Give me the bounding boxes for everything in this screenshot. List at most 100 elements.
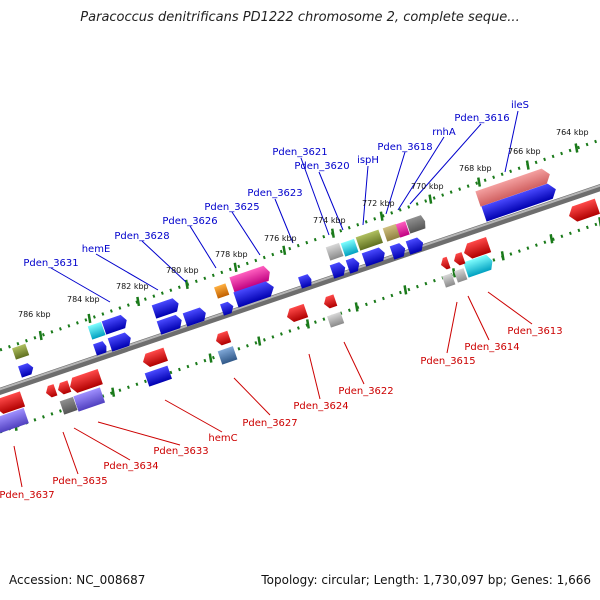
kbp-label: 774 kbp [313, 216, 346, 225]
gene-label-hemC[interactable]: hemC [208, 433, 237, 444]
gene-arrow[interactable] [87, 321, 106, 340]
top-strand-genes [12, 167, 558, 378]
gene-label-pden-3618[interactable]: Pden_3618 [377, 142, 432, 153]
gene-label-pden-3616[interactable]: Pden_3616 [454, 113, 509, 124]
gene-arrow[interactable] [566, 198, 600, 224]
gene-label-pden-3634[interactable]: Pden_3634 [103, 461, 158, 472]
kbp-label: 764 kbp [556, 128, 589, 137]
ruler-tick [233, 262, 238, 273]
accession-text: Accession: NC_008687 [9, 573, 146, 587]
gene-label-pden-3628[interactable]: Pden_3628 [114, 231, 169, 242]
gene-arrow[interactable] [454, 268, 468, 283]
gene-arrow[interactable] [18, 362, 35, 378]
gene-arrow[interactable] [322, 294, 338, 309]
gene-arrow[interactable] [59, 396, 78, 415]
ruler-tick [477, 177, 482, 187]
ruler-tick [305, 319, 310, 329]
gene-arrow[interactable] [481, 182, 558, 222]
gene-arrow[interactable] [382, 223, 401, 242]
gene-label-pden-3613[interactable]: Pden_3613 [507, 326, 562, 337]
ruler-tick [428, 194, 433, 204]
gene-label-pden-3623[interactable]: Pden_3623 [247, 188, 302, 199]
kbp-label: 780 kbp [166, 266, 199, 275]
gene-arrow[interactable] [217, 346, 238, 365]
gene-arrow[interactable] [101, 314, 129, 335]
gene-label-pden-3622[interactable]: Pden_3622 [338, 386, 393, 397]
gene-label-pden-3626[interactable]: Pden_3626 [162, 216, 217, 227]
gene-label-pden-3637[interactable]: Pden_3637 [0, 490, 55, 501]
gene-arrow[interactable] [395, 221, 410, 238]
gene-arrow[interactable] [233, 279, 276, 308]
topology-text: Topology: circular; Length: 1,730,097 bp… [261, 573, 591, 587]
ruler-tick [136, 296, 141, 307]
gene-arrow[interactable] [461, 236, 492, 261]
top-label-leaders [50, 110, 519, 303]
gene-arrow[interactable] [220, 300, 235, 316]
gene-arrow[interactable] [298, 273, 313, 289]
gene-arrow[interactable] [93, 340, 108, 356]
gene-label-pden-3625[interactable]: Pden_3625 [204, 202, 259, 213]
gene-label-pden-3633[interactable]: Pden_3633 [153, 446, 208, 457]
ruler-tick [330, 228, 335, 238]
ruler-tick [354, 302, 359, 312]
gene-arrow[interactable] [0, 408, 29, 434]
ruler-tick [379, 211, 384, 221]
gene-arrow[interactable] [340, 238, 359, 257]
gene-arrow[interactable] [141, 347, 168, 369]
gene-label-rnhA[interactable]: rnhA [432, 127, 456, 138]
gene-arrow[interactable] [355, 229, 383, 251]
kbp-label: 766 kbp [508, 147, 541, 156]
gene-arrow[interactable] [229, 264, 272, 293]
gene-arrow[interactable] [327, 311, 345, 328]
gene-label-pden-3615[interactable]: Pden_3615 [420, 356, 475, 367]
gene-arrow[interactable] [452, 252, 466, 267]
gene-arrow[interactable] [475, 167, 552, 207]
gene-arrow[interactable] [73, 387, 106, 412]
gene-arrow[interactable] [439, 256, 451, 271]
gene-arrow[interactable] [405, 215, 428, 234]
gene-arrow[interactable] [107, 331, 133, 352]
gene-arrow[interactable] [144, 365, 172, 387]
gene-arrow[interactable] [389, 242, 408, 260]
gene-arrow[interactable] [56, 380, 72, 395]
gene-label-pden-3635[interactable]: Pden_3635 [52, 476, 107, 487]
gene-arrow[interactable] [345, 256, 362, 274]
gene-arrow[interactable] [325, 242, 344, 261]
gene-arrow[interactable] [67, 369, 103, 395]
ruler-tick [38, 330, 43, 341]
ruler-tick [403, 285, 408, 295]
gene-label-hemE[interactable]: hemE [82, 244, 111, 255]
gene-label-pden-3627[interactable]: Pden_3627 [242, 418, 297, 429]
gene-arrow[interactable] [361, 246, 387, 267]
ruler-tick [111, 387, 116, 397]
gene-label-pden-3624[interactable]: Pden_3624 [293, 401, 348, 412]
gene-label-pden-3631[interactable]: Pden_3631 [23, 258, 78, 269]
gene-arrow[interactable] [156, 314, 184, 335]
chromosome-backbone [0, 184, 600, 395]
gene-arrow[interactable] [151, 297, 181, 319]
gene-arrow[interactable] [214, 283, 230, 299]
ruler-tick [525, 160, 530, 170]
gene-label-pden-3614[interactable]: Pden_3614 [464, 342, 519, 353]
gene-arrow[interactable] [0, 391, 26, 415]
gene-arrow[interactable] [182, 306, 208, 327]
gene-arrow[interactable] [12, 343, 30, 360]
kbp-label: 786 kbp [18, 310, 51, 319]
gene-arrow[interactable] [405, 236, 426, 255]
kbp-label: 772 kbp [362, 199, 395, 208]
ruler-tick [452, 268, 457, 278]
gene-label-ispH[interactable]: ispH [357, 155, 379, 166]
ruler-tick [87, 313, 92, 324]
gene-label-pden-3620[interactable]: Pden_3620 [294, 161, 349, 172]
gene-arrow[interactable] [214, 330, 232, 347]
gene-label-pden-3621[interactable]: Pden_3621 [272, 147, 327, 158]
gene-arrow[interactable] [442, 273, 456, 288]
gene-arrow[interactable] [44, 384, 58, 399]
gene-arrow[interactable] [463, 253, 495, 278]
gene-arrow[interactable] [285, 303, 309, 324]
bottom-label-leaders [13, 291, 533, 488]
gene-arrow[interactable] [329, 261, 348, 279]
map-title: Paracoccus denitrificans PD1222 chromoso… [80, 10, 520, 25]
gene-label-ileS[interactable]: ileS [511, 100, 529, 111]
